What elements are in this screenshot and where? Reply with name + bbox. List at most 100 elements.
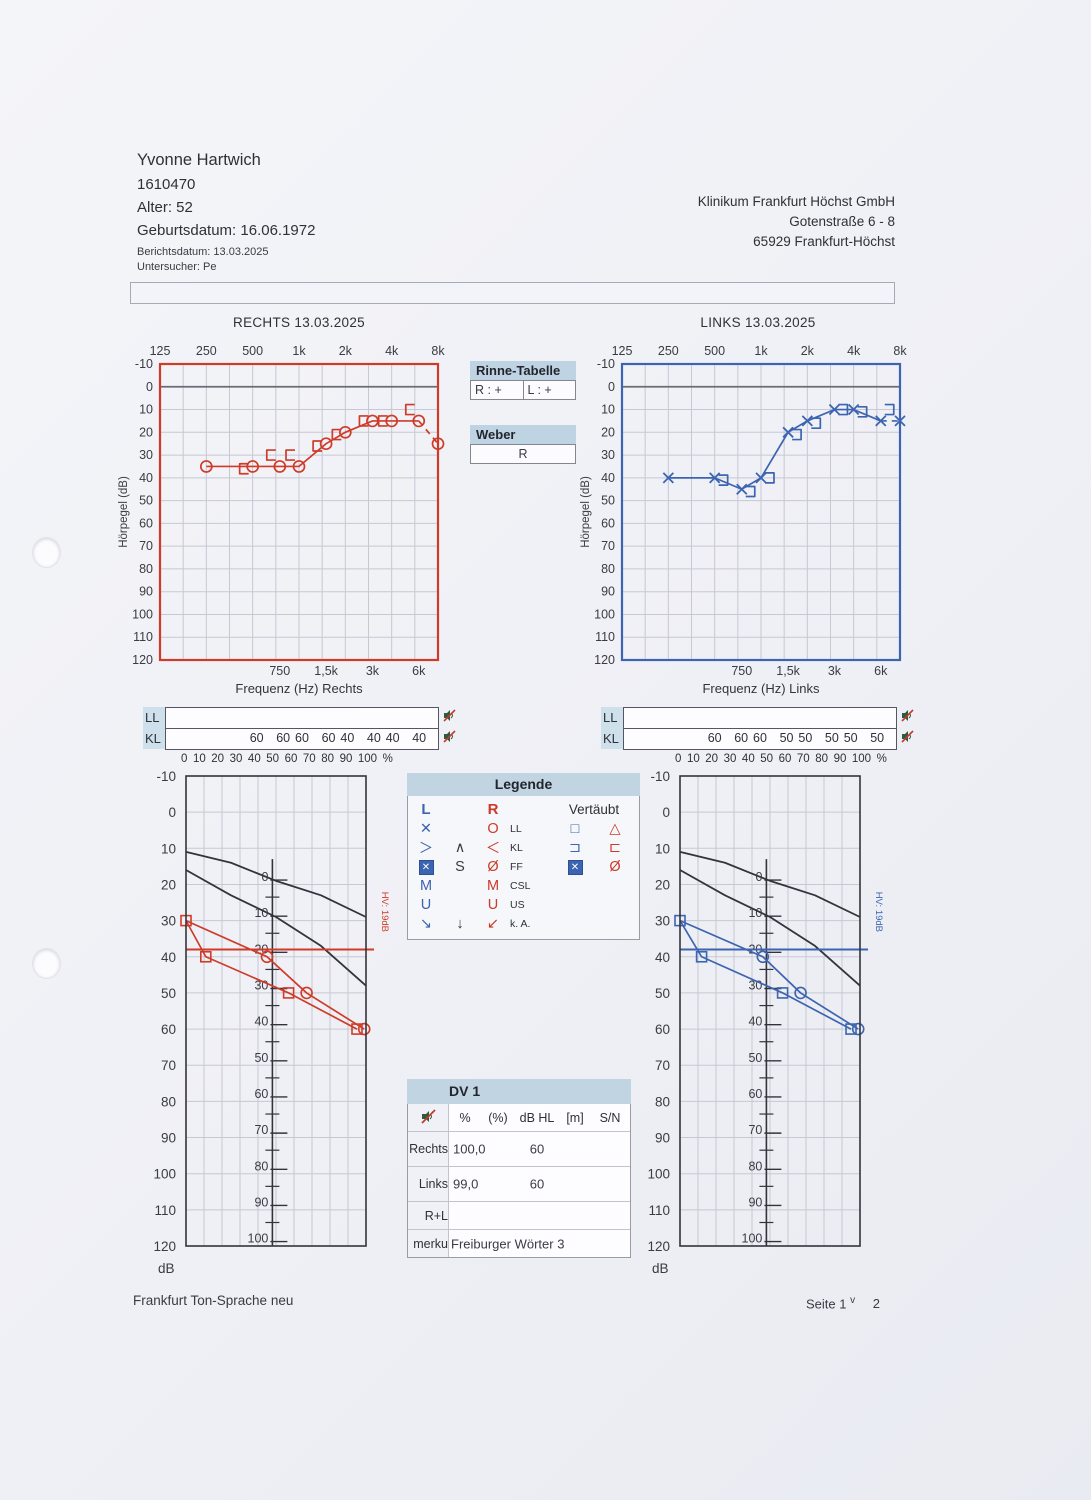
svg-text:20: 20 <box>655 877 670 892</box>
percent-tick: 30 <box>229 753 243 765</box>
masking-value: 60 <box>276 731 291 745</box>
legend-symbol: Ø <box>609 858 621 875</box>
percent-tick: 40 <box>741 753 755 765</box>
svg-text:120: 120 <box>594 653 615 667</box>
legend-symbol: ∧ <box>454 839 466 856</box>
punch-hole-top <box>32 537 61 568</box>
masking-kl-label-left: KL <box>601 728 623 749</box>
svg-text:80: 80 <box>161 1094 176 1109</box>
rinne-left-value[interactable]: L : + <box>523 380 576 400</box>
masking-ll-label-right: LL <box>143 707 165 728</box>
legend-symbol: M <box>486 877 500 894</box>
svg-text:20: 20 <box>139 425 153 439</box>
masking-value: 40 <box>385 731 400 745</box>
svg-text:40: 40 <box>748 1015 762 1029</box>
masking-ll-row-left[interactable] <box>624 708 896 728</box>
legend-symbol: □ <box>570 820 580 837</box>
svg-text:80: 80 <box>254 1159 268 1173</box>
svg-text:HV: 19dB: HV: 19dB <box>379 892 390 932</box>
legend-symbol: ↙ <box>486 915 500 932</box>
footer-page-word: Seite <box>806 1296 836 1312</box>
svg-text:100: 100 <box>153 1167 176 1182</box>
footer-page-sep: v <box>850 1295 856 1306</box>
percent-tick: 60 <box>284 753 298 765</box>
footer-page-total[interactable]: 2 <box>872 1296 880 1312</box>
svg-text:90: 90 <box>655 1131 670 1146</box>
masking-kl-row-left[interactable]: 60 60 60 50 50 50 50 50 <box>624 728 896 749</box>
muted-speaker-icon <box>442 709 456 727</box>
svg-text:110: 110 <box>154 1203 176 1218</box>
svg-text:40: 40 <box>161 950 176 965</box>
tone-left-title: LINKS 13.03.2025 <box>700 315 816 330</box>
weber-value[interactable]: R <box>470 444 576 464</box>
masking-table-left: LL KL 60 60 60 50 50 50 50 50 <box>601 707 917 750</box>
dv-remark-value[interactable]: Freiburger Wörter 3 <box>451 1236 565 1251</box>
percent-tick: 90 <box>339 753 353 765</box>
dv-col-header: S/N <box>599 1110 621 1125</box>
masking-table-right: LL KL 60 60 60 60 40 40 40 40 <box>143 707 459 750</box>
percent-tick: % <box>382 753 393 765</box>
svg-text:6k: 6k <box>874 664 888 678</box>
masking-ll-row-right[interactable] <box>166 708 438 728</box>
legend-col-left: L <box>421 801 431 818</box>
percent-tick: 10 <box>686 753 700 765</box>
svg-text:110: 110 <box>595 630 615 644</box>
svg-text:80: 80 <box>139 562 153 576</box>
svg-text:100: 100 <box>132 607 153 621</box>
dv-col-header: % <box>459 1110 471 1125</box>
legend-title: Legende <box>407 773 640 796</box>
dv-pct-value[interactable]: 99,0 <box>453 1176 479 1192</box>
rinne-right-value[interactable]: R : + <box>470 380 524 400</box>
legend-symbol: U <box>487 896 499 913</box>
dv-db-value[interactable]: 60 <box>529 1141 545 1157</box>
legend-label: FF <box>510 860 523 873</box>
legend-symbol: ⊏ <box>608 839 622 856</box>
footer-test-name: Frankfurt Ton-Sprache neu <box>133 1293 294 1308</box>
muted-speaker-icon <box>442 730 456 748</box>
dv-db-value[interactable]: 60 <box>529 1176 545 1192</box>
masking-value: 60 <box>753 731 767 745</box>
percent-tick: 40 <box>247 753 261 765</box>
footer-page-num: 1 <box>839 1296 847 1312</box>
comment-field[interactable] <box>130 282 895 304</box>
svg-text:70: 70 <box>748 1123 762 1137</box>
dv1-title: DV 1 <box>407 1079 631 1104</box>
examiner: Untersucher: Pe <box>137 261 217 273</box>
legend-symbol: ✕ <box>567 860 583 875</box>
svg-text:100: 100 <box>594 607 615 621</box>
svg-text:0: 0 <box>608 380 615 394</box>
legend-label: LL <box>510 822 522 835</box>
svg-text:20: 20 <box>601 425 615 439</box>
svg-text:30: 30 <box>161 914 176 929</box>
percent-tick: 0 <box>675 753 682 765</box>
svg-text:125: 125 <box>612 344 633 358</box>
svg-text:60: 60 <box>161 1022 176 1037</box>
percent-tick: 20 <box>211 753 225 765</box>
masking-value: 40 <box>366 731 381 745</box>
legend-label: KL <box>510 841 523 854</box>
percent-tick: 50 <box>760 753 774 765</box>
svg-text:90: 90 <box>161 1131 176 1146</box>
legend-col-masked: Vertäubt <box>568 802 620 817</box>
clinic-street: Gotenstraße 6 - 8 <box>789 214 895 229</box>
dv-row-label: merku <box>408 1230 448 1257</box>
dv-pct-value[interactable]: 100,0 <box>453 1141 486 1157</box>
svg-text:90: 90 <box>748 1195 762 1209</box>
percent-tick: 20 <box>705 753 719 765</box>
patient-id: 1610470 <box>137 176 196 193</box>
masking-value: 40 <box>412 731 427 745</box>
tone-audiogram-right: 125 250 500 1k 2k 4k 8k 750 1,5k 3k 6k -10 0 10 20 30 40… <box>118 344 445 696</box>
svg-text:0: 0 <box>261 870 268 884</box>
svg-text:70: 70 <box>139 539 153 553</box>
legend-symbol: ＜ <box>485 841 501 857</box>
percent-tick: 100 <box>357 753 378 765</box>
svg-text:Hörpegel (dB): Hörpegel (dB) <box>580 476 592 548</box>
svg-text:70: 70 <box>601 539 615 553</box>
svg-text:120: 120 <box>153 1239 176 1254</box>
svg-text:10: 10 <box>254 906 268 920</box>
masking-kl-row-right[interactable]: 60 60 60 60 40 40 40 40 <box>166 728 438 749</box>
svg-text:40: 40 <box>139 471 153 485</box>
dv-col-header: (%) <box>488 1110 508 1125</box>
muted-speaker-icon <box>420 1108 436 1127</box>
percent-tick: % <box>876 753 887 765</box>
